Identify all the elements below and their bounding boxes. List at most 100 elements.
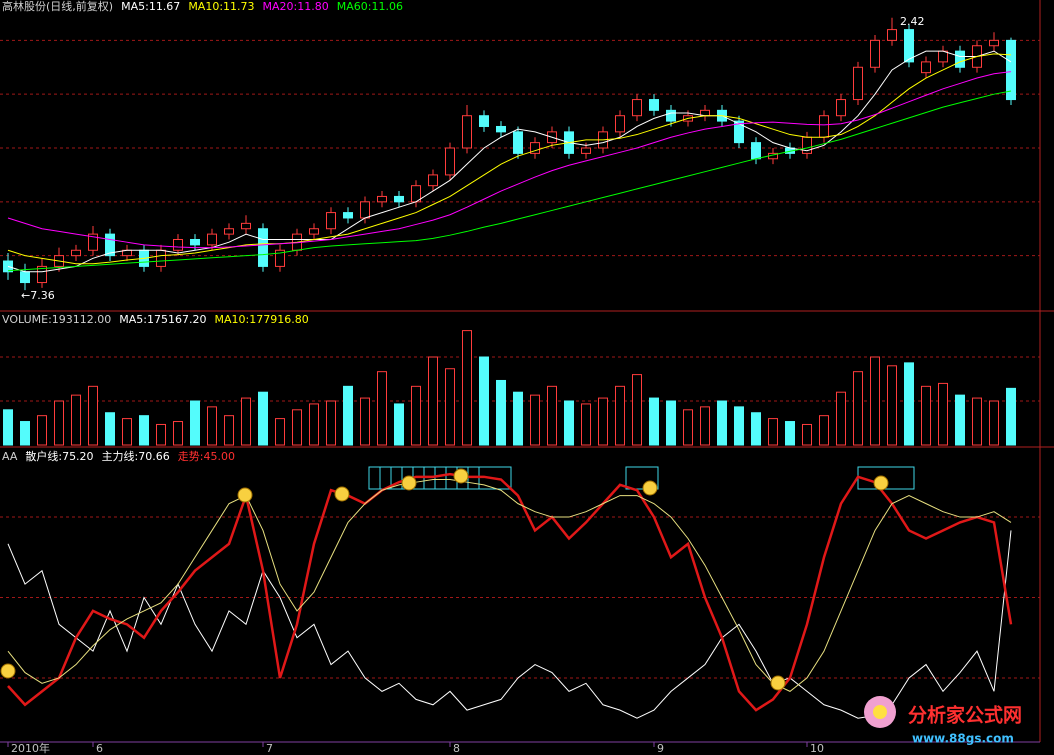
volume-bar [54,400,64,446]
volume-bar [734,406,744,446]
panel-label: 高林股份(日线,前复权) [2,0,113,13]
candle-body [530,142,540,154]
volume-bar [989,400,999,446]
candle-body [207,233,217,246]
smiley [873,475,889,491]
ma-line [7,50,1012,273]
volume-bar [462,330,472,446]
volume-bar [207,406,217,446]
volume-bar [870,356,880,446]
candle-body [360,201,370,219]
watermark-title: 分析家公式网 [908,704,1022,727]
volume-bar [258,391,268,446]
candle-body [394,195,404,203]
volume-bar [649,397,659,446]
x-tick-label: 7 [266,742,273,755]
volume-bar [3,409,13,446]
volume-bar [513,391,523,446]
candle-body [190,238,200,246]
smileys [0,468,889,691]
volume-bar [853,371,863,446]
panel-label: MA60:11.06 [337,0,403,13]
volume-bar [887,365,897,446]
candle-body [462,115,472,149]
volume-bar [598,397,608,446]
candle-body [224,228,234,235]
volume-bar [156,423,166,446]
volume-bar [445,368,455,446]
candle-body [870,39,880,68]
volume-bar [343,385,353,446]
ma-line [7,90,1012,272]
smiley [0,663,16,679]
candle-body [632,99,642,117]
panel-label: MA10:11.73 [188,0,254,13]
candle-body [156,249,166,267]
volume-bar [292,409,302,446]
volume-bar [411,385,421,446]
volume-bar [224,415,234,446]
candle-body [938,50,948,63]
volume-bar [768,418,778,446]
candle-body [615,115,625,133]
panel-label: MA5:11.67 [121,0,180,13]
candle-body [479,115,489,127]
ma-line [7,53,1012,265]
candle-body [989,39,999,47]
volume-bar [479,356,489,446]
candle-body [853,66,863,101]
candle-body [258,228,268,267]
volume-bar [751,412,761,446]
signal-box [368,466,512,490]
volume-bar [904,362,914,446]
candle-body [955,50,965,68]
candle-body [343,212,353,219]
volume-bar [955,394,965,446]
candle-body [37,265,47,284]
x-tick-label: 6 [96,742,103,755]
smiley [453,468,469,484]
panel-label: 散户线:75.20 [25,449,93,463]
candle-body [428,174,438,187]
volume-bar [938,382,948,446]
smiley [401,475,417,491]
volume-bar [394,403,404,446]
volume-bar [700,406,710,446]
candle-body [513,131,523,154]
panel-label: 走势:45.00 [178,450,235,463]
candle-body [887,29,897,41]
smiley [642,480,658,496]
volume-bar [428,356,438,446]
x-tick-label: 9 [657,742,664,755]
candle-body [649,99,659,111]
volume-bar [360,397,370,446]
candle-body [309,228,319,235]
annotation: 2.42 [900,15,925,28]
volume-bar [564,400,574,446]
panel-label: MA10:177916.80 [214,313,308,326]
smiley [770,675,786,691]
volume-bar [20,421,30,446]
panel-label: MA5:175167.20 [119,313,206,326]
candle-body [496,125,506,133]
candle-body [751,142,761,160]
volume-bar [530,394,540,446]
indicator-line [7,479,1012,692]
candle-body [1006,39,1016,101]
signal-box [625,466,659,490]
candle-body [445,147,455,176]
volume-bar [326,400,336,446]
volume-bar [37,415,47,446]
volume-bar [122,418,132,446]
signal-boxes [368,466,915,490]
volume-bar [105,412,115,446]
smiley [237,487,253,503]
candle-body [241,222,251,230]
volume-bar [496,379,506,446]
ma-line [7,71,1012,249]
candle-body [105,233,115,257]
volume-bar [972,397,982,446]
volume-bar [632,374,642,446]
candle-body [71,249,81,257]
